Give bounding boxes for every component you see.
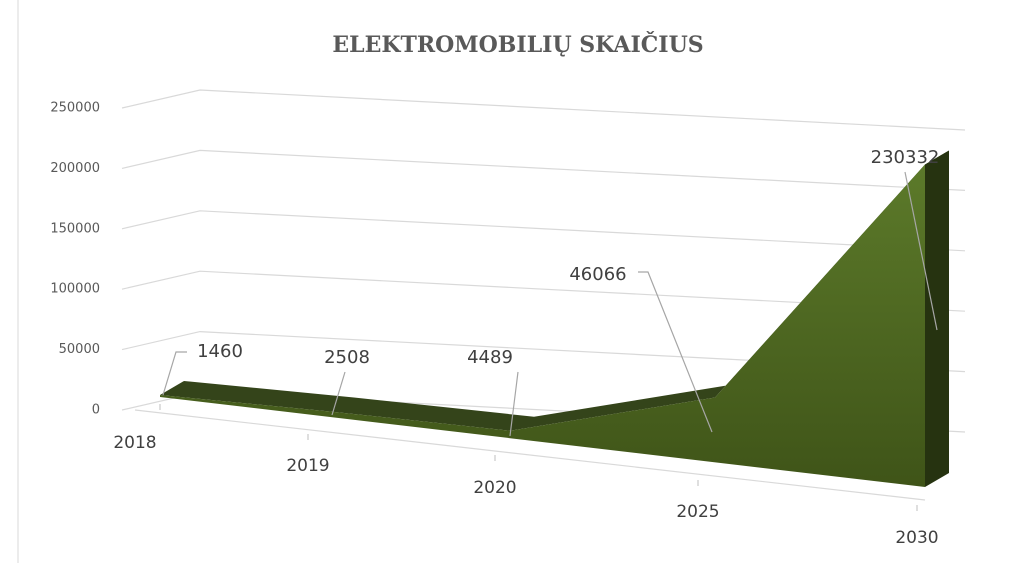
y-tick-label: 0	[92, 403, 100, 418]
y-tick-label: 200000	[50, 161, 100, 176]
x-tick-label: 2020	[473, 478, 516, 498]
area-front	[160, 164, 925, 487]
leader-line	[331, 371, 346, 416]
leader-line	[638, 271, 713, 433]
data-label: 230332	[871, 147, 940, 168]
data-label: 2508	[324, 347, 370, 368]
data-label: 1460	[197, 341, 243, 362]
grid-line	[121, 330, 966, 373]
leader-line	[162, 351, 187, 396]
x-tick-label: 2025	[676, 502, 719, 522]
leader-line	[509, 371, 519, 437]
data-label: 46066	[569, 264, 626, 285]
x-axis-line	[134, 409, 926, 501]
grid-line	[121, 149, 966, 191]
x-tick-label: 2030	[895, 528, 938, 548]
grid-line	[121, 89, 966, 131]
chart-title: ELEKTROMOBILIŲ SKAIČIUS	[332, 31, 703, 58]
y-tick-label: 100000	[50, 282, 100, 297]
grid-line	[121, 270, 966, 312]
area-side	[925, 150, 949, 487]
y-tick-label: 50000	[59, 342, 100, 357]
x-tick-label: 2018	[113, 433, 156, 453]
y-tick-label: 250000	[50, 101, 100, 116]
x-tick-label: 2019	[286, 456, 329, 476]
y-tick-label: 150000	[50, 221, 100, 236]
leader-line	[904, 171, 938, 331]
data-label: 4489	[467, 347, 513, 368]
grid-line	[121, 210, 966, 252]
